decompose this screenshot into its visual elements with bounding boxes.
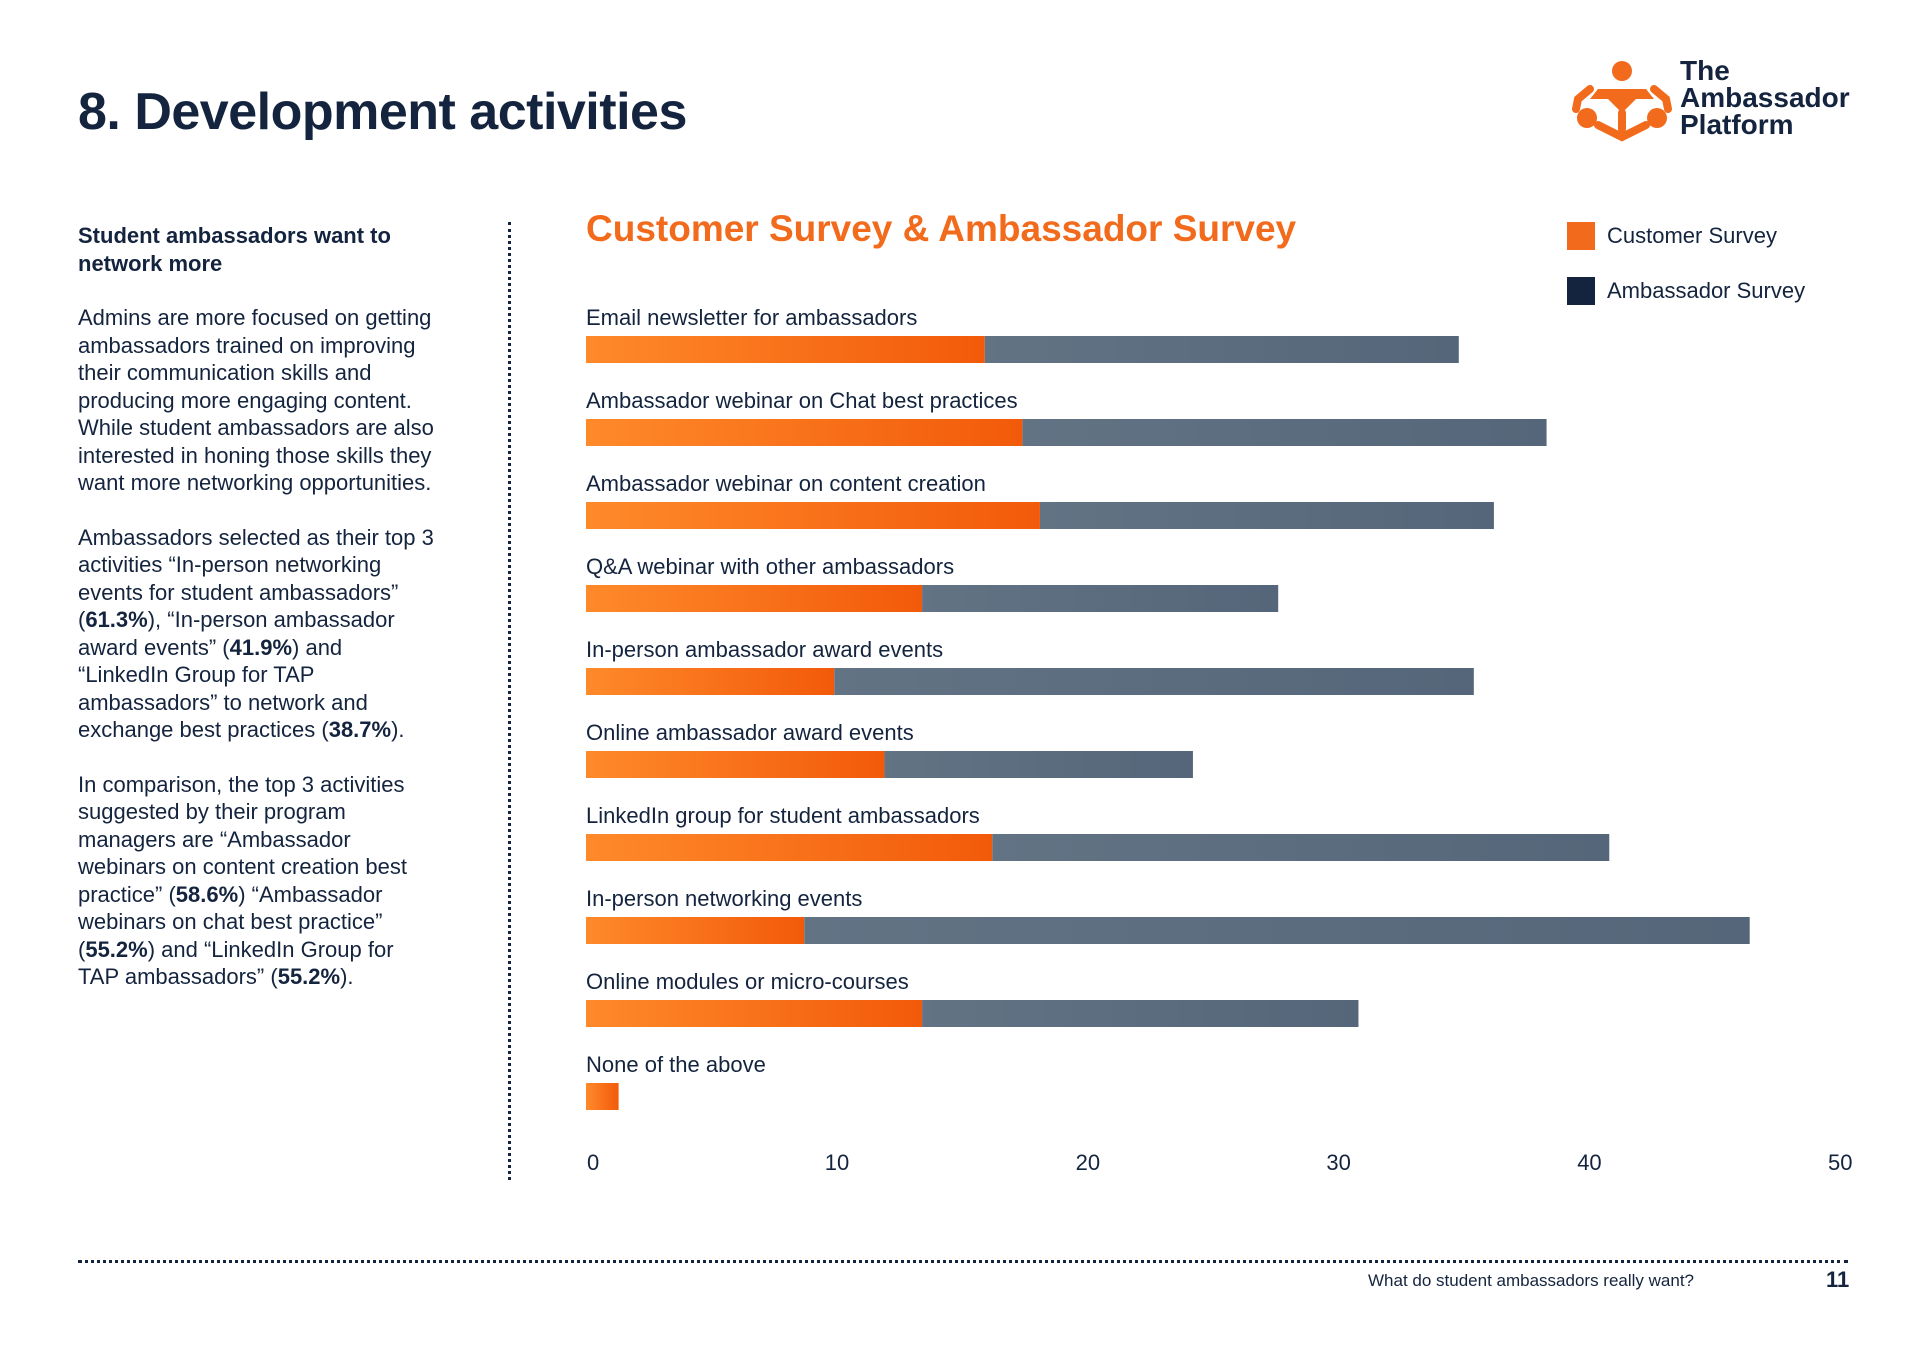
text-run: ) and “LinkedIn Group for TAP ambassador… xyxy=(78,936,394,990)
footer-text: What do student ambassadors really want? xyxy=(1368,1271,1695,1290)
stat-value: 61.3% xyxy=(85,607,148,632)
x-tick-label: 10 xyxy=(825,1150,849,1175)
chart-title: Customer Survey & Ambassador Survey xyxy=(586,208,1297,249)
category-label: LinkedIn group for student ambassadors xyxy=(586,803,980,828)
text-run: ). xyxy=(340,964,354,989)
category-label: Q&A webinar with other ambassadors xyxy=(586,554,954,579)
vertical-divider xyxy=(508,222,511,1180)
page-title: 8. Development activities xyxy=(78,83,687,141)
summary-heading: Student ambassadors want to network more xyxy=(78,223,391,276)
summary-paragraph-3: In comparison, the top 3 activities sugg… xyxy=(78,771,438,991)
bar-ambassador-survey xyxy=(884,751,1193,778)
logo-line: The xyxy=(1680,55,1730,86)
page-number: 11 xyxy=(1826,1267,1850,1292)
category-label: Email newsletter for ambassadors xyxy=(586,305,917,330)
bar-ambassador-survey xyxy=(1039,502,1494,529)
ambassador-logo-icon xyxy=(1572,61,1672,142)
x-tick-label: 20 xyxy=(1076,1150,1100,1175)
legend-label: Customer Survey xyxy=(1607,223,1777,248)
x-tick-label: 30 xyxy=(1326,1150,1350,1175)
text-run: ). xyxy=(391,717,405,742)
chart-legend: Customer Survey Ambassador Survey xyxy=(1567,222,1805,332)
bar-ambassador-survey xyxy=(834,668,1474,695)
text-run: Ambassadors selected as their top 3 acti… xyxy=(78,524,434,633)
bar-ambassador-survey xyxy=(984,336,1459,363)
bar-ambassador-survey xyxy=(992,834,1610,861)
legend-label: Ambassador Survey xyxy=(1607,278,1806,303)
legend-item-customer: Customer Survey xyxy=(1567,222,1805,250)
stat-value: 38.7% xyxy=(328,717,392,742)
category-label: Online modules or micro-courses xyxy=(586,969,909,994)
text-run: ) and “LinkedIn Group for TAP ambassador… xyxy=(78,634,368,743)
stat-value: 55.2% xyxy=(277,964,341,989)
legend-item-ambassador: Ambassador Survey xyxy=(1567,277,1805,305)
bar-ambassador-survey xyxy=(922,1000,1359,1027)
category-label: None of the above xyxy=(586,1052,766,1077)
category-label: In-person ambassador award events xyxy=(586,637,943,662)
bar-customer-survey xyxy=(586,336,985,363)
legend-swatch-ambassador xyxy=(1567,277,1595,305)
bar-customer-survey xyxy=(586,834,993,861)
category-label: In-person networking events xyxy=(586,886,862,911)
stat-value: 41.9% xyxy=(229,634,293,660)
text-run: ) “Ambassador webinars on chat best prac… xyxy=(78,881,383,962)
stat-value: 55.2% xyxy=(85,936,148,962)
bar-customer-survey xyxy=(586,1083,619,1110)
x-tick-label: 40 xyxy=(1577,1150,1601,1175)
x-tick-label: 0 xyxy=(587,1150,599,1175)
bar-customer-survey xyxy=(586,917,805,944)
bar-ambassador-survey xyxy=(804,917,1750,944)
brand-logo: The Ambassador Platform xyxy=(1570,55,1870,145)
logo-line: Platform xyxy=(1680,109,1794,140)
bar-customer-survey xyxy=(586,668,835,695)
bar-ambassador-survey xyxy=(922,585,1279,612)
stat-value: 58.6% xyxy=(175,881,239,907)
text-run: In comparison, the top 3 activities sugg… xyxy=(78,771,407,907)
logo-line: Ambassador xyxy=(1680,82,1850,113)
footer-divider xyxy=(78,1260,1848,1263)
category-label: Ambassador webinar on Chat best practice… xyxy=(586,388,1018,413)
category-label: Online ambassador award events xyxy=(586,720,914,745)
bar-ambassador-survey xyxy=(1022,419,1547,446)
bar-customer-survey xyxy=(586,585,923,612)
x-tick-label: 50 xyxy=(1828,1150,1852,1175)
bar-customer-survey xyxy=(586,1000,923,1027)
legend-swatch-customer xyxy=(1567,222,1595,250)
summary-paragraph-1: Admins are more focused on getting ambas… xyxy=(78,305,434,495)
summary-column: Student ambassadors want to network more… xyxy=(78,222,438,1018)
brand-wordmark: The Ambassador Platform xyxy=(1680,55,1850,140)
bar-customer-survey xyxy=(586,502,1040,529)
category-label: Ambassador webinar on content creation xyxy=(586,471,986,496)
bar-customer-survey xyxy=(586,419,1023,446)
text-run: ), “In-person ambassador award events” ( xyxy=(78,607,395,660)
bar-customer-survey xyxy=(586,751,885,778)
summary-paragraph-2: Ambassadors selected as their top 3 acti… xyxy=(78,524,438,744)
